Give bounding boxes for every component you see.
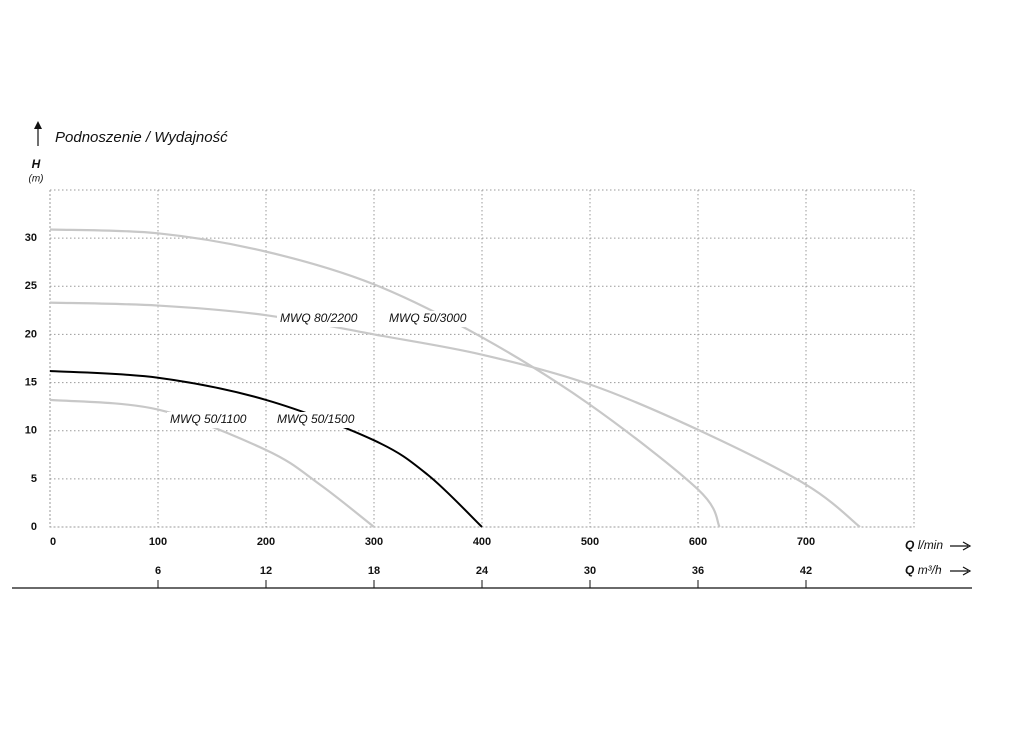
x-tick-label: 0 (50, 536, 56, 548)
title-arrowhead (34, 121, 42, 129)
y-tick-label: 5 (31, 473, 37, 485)
y-axis-symbol: H (32, 157, 41, 171)
y-tick-label: 25 (25, 280, 37, 292)
x-axis-label: Q l/min (905, 538, 943, 552)
x2-axis-label: Q m³/h (905, 563, 942, 577)
y-tick-label: 0 (31, 521, 37, 533)
x2-axis-symbol: Q (905, 563, 915, 577)
series-label: MWQ 50/3000 (389, 311, 467, 325)
chart-title: Podnoszenie / Wydajność (55, 129, 228, 146)
x2-tick-label: 6 (155, 565, 161, 577)
curve (49, 370, 483, 528)
x2-tick-label: 18 (368, 565, 380, 577)
x-axis-arrow (950, 541, 972, 551)
x-tick-label: 200 (257, 536, 275, 548)
x-tick-label: 400 (473, 536, 491, 548)
x-axis-symbol: Q (905, 538, 915, 552)
series-label: MWQ 80/2200 (280, 311, 358, 325)
label-bg (277, 311, 359, 327)
x2-tick-label: 12 (260, 565, 272, 577)
label-bg (167, 412, 249, 428)
y-tick-label: 30 (25, 232, 37, 244)
x2-tick-label: 42 (800, 565, 812, 577)
x-tick-label: 700 (797, 536, 815, 548)
label-bg (274, 412, 356, 428)
x-axis-unit: l/min (918, 538, 944, 552)
y-tick-label: 15 (25, 376, 37, 388)
x2-tick-label: 30 (584, 565, 596, 577)
x-tick-label: 300 (365, 536, 383, 548)
x-tick-label: 500 (581, 536, 599, 548)
y-axis-unit: (m) (29, 174, 44, 185)
series-label: MWQ 50/1500 (277, 412, 355, 426)
label-bg (386, 311, 468, 327)
series-label: MWQ 50/1100 (170, 412, 247, 426)
x2-axis-arrow (950, 566, 972, 576)
curve (49, 301, 861, 528)
curve (49, 228, 721, 528)
y-tick-label: 10 (25, 425, 37, 437)
x2-tick-label: 24 (476, 565, 489, 577)
x-tick-label: 100 (149, 536, 167, 548)
curve (49, 398, 375, 528)
x-tick-label: 600 (689, 536, 707, 548)
x2-tick-label: 36 (692, 565, 704, 577)
y-tick-label: 20 (25, 328, 37, 340)
x2-axis-unit: m³/h (918, 563, 942, 577)
